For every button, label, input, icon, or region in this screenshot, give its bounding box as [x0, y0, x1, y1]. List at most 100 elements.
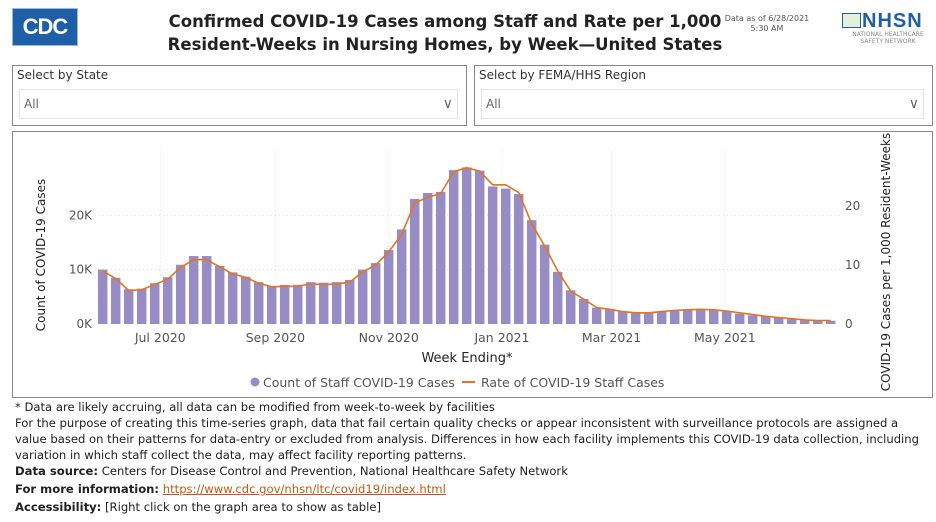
- bar[interactable]: [578, 298, 589, 324]
- bar[interactable]: [396, 229, 407, 324]
- footnote-accruing: * Data are likely accruing, all data can…: [15, 400, 495, 414]
- bar[interactable]: [383, 250, 394, 324]
- data-source-text: Centers for Disease Control and Preventi…: [98, 464, 568, 478]
- bar[interactable]: [799, 320, 810, 324]
- bar[interactable]: [188, 256, 199, 324]
- bar[interactable]: [487, 186, 498, 324]
- bar[interactable]: [305, 282, 316, 324]
- bar[interactable]: [643, 312, 654, 324]
- bar[interactable]: [214, 265, 225, 324]
- y-tick-label: 0K: [76, 317, 93, 331]
- bar[interactable]: [149, 283, 160, 324]
- bar[interactable]: [721, 311, 732, 324]
- bar[interactable]: [292, 284, 303, 324]
- bar[interactable]: [435, 191, 446, 324]
- bar[interactable]: [331, 282, 342, 324]
- monitor-icon: [842, 13, 861, 28]
- bar[interactable]: [123, 289, 134, 324]
- bar[interactable]: [448, 170, 459, 324]
- title-line-2: Resident-Weeks in Nursing Homes, by Week…: [167, 35, 723, 54]
- bar[interactable]: [656, 311, 667, 324]
- x-axis-title: Week Ending*: [421, 351, 513, 366]
- bar[interactable]: [318, 282, 329, 324]
- bar[interactable]: [565, 290, 576, 324]
- bar[interactable]: [630, 313, 641, 324]
- bar[interactable]: [370, 263, 381, 324]
- bar[interactable]: [604, 309, 615, 324]
- bar[interactable]: [357, 269, 368, 324]
- bar[interactable]: [175, 264, 186, 324]
- bar[interactable]: [110, 277, 121, 324]
- bar[interactable]: [162, 277, 173, 324]
- bar[interactable]: [227, 272, 238, 324]
- y2-tick-label: 20: [845, 199, 860, 213]
- bar[interactable]: [773, 317, 784, 324]
- bar[interactable]: [500, 188, 511, 324]
- state-filter-label: Select by State: [17, 68, 109, 82]
- data-source: Data source: Centers for Disease Control…: [15, 463, 925, 479]
- more-info-link[interactable]: https://www.cdc.gov/nhsn/ltc/covid19/ind…: [162, 482, 446, 496]
- bar[interactable]: [240, 276, 251, 324]
- x-tick-label: Mar 2021: [582, 330, 641, 345]
- bar[interactable]: [760, 316, 771, 324]
- rate-line: [102, 166, 831, 322]
- y2-tick-label: 0: [845, 317, 853, 331]
- bar[interactable]: [461, 167, 472, 324]
- bar[interactable]: [825, 320, 836, 324]
- nhsn-subtitle-1: NATIONAL HEALTHCARE: [852, 31, 924, 38]
- legend-bar-label[interactable]: Count of Staff COVID-19 Cases: [263, 375, 455, 390]
- bar[interactable]: [812, 320, 823, 324]
- chevron-down-icon[interactable]: ∨: [908, 96, 919, 112]
- title-line-1: Confirmed COVID-19 Cases among Staff and…: [168, 12, 722, 31]
- bar[interactable]: [409, 198, 420, 324]
- bar[interactable]: [253, 282, 264, 324]
- bar[interactable]: [344, 279, 355, 324]
- state-filter: Select by State All ∨: [12, 65, 467, 126]
- bar[interactable]: [97, 269, 108, 324]
- bar[interactable]: [708, 310, 719, 324]
- chart-container[interactable]: [12, 131, 933, 398]
- bar[interactable]: [474, 170, 485, 324]
- state-dropdown[interactable]: All ∨: [19, 89, 458, 119]
- bar[interactable]: [422, 192, 433, 324]
- y-tick-label: 10K: [69, 263, 93, 277]
- y2-tick-label: 10: [845, 258, 860, 272]
- y-tick-label: 20K: [69, 208, 93, 222]
- legend-line-label[interactable]: Rate of COVID-19 Staff Cases: [481, 375, 664, 390]
- bar[interactable]: [539, 244, 550, 324]
- data-as-of: Data as of 6/28/2021 5:30 AM: [722, 14, 812, 34]
- bar[interactable]: [682, 309, 693, 324]
- x-tick-label: May 2021: [694, 330, 756, 345]
- bar[interactable]: [669, 310, 680, 324]
- bar[interactable]: [136, 288, 147, 324]
- bar[interactable]: [617, 311, 628, 324]
- bar[interactable]: [786, 319, 797, 324]
- bar[interactable]: [513, 194, 524, 324]
- bar[interactable]: [526, 220, 537, 324]
- bar[interactable]: [747, 315, 758, 324]
- nhsn-subtitle-2: SAFETY NETWORK: [860, 38, 916, 45]
- legend: Count of Staff COVID-19 Cases Rate of CO…: [250, 375, 664, 390]
- combo-chart[interactable]: 0K 10K 20K 0 10 20 Jul 2020 Sep 2020 Nov 2020 Jan…: [0, 0, 936, 400]
- y-axis-title: Count of COVID-19 Cases: [34, 179, 48, 331]
- legend-bar-marker: [250, 377, 260, 387]
- data-source-label: Data source:: [15, 464, 99, 478]
- bar[interactable]: [552, 271, 563, 324]
- bar[interactable]: [279, 284, 290, 324]
- x-tick-label: Nov 2020: [359, 330, 419, 345]
- nhsn-logo: NHSN NATIONAL HEALTHCARE SAFETY NETWORK: [842, 11, 934, 45]
- data-as-of-time: 5:30 AM: [750, 24, 784, 33]
- bar[interactable]: [734, 313, 745, 324]
- bar[interactable]: [695, 309, 706, 324]
- more-info-label: For more information:: [15, 482, 160, 496]
- bar[interactable]: [201, 256, 212, 324]
- region-dropdown[interactable]: All ∨: [481, 89, 924, 119]
- chevron-down-icon[interactable]: ∨: [442, 96, 453, 112]
- x-tick-label: Sep 2020: [246, 330, 305, 345]
- bar[interactable]: [591, 307, 602, 324]
- state-dropdown-value: All: [24, 97, 39, 111]
- region-dropdown-value: All: [486, 97, 501, 111]
- more-info: For more information: https://www.cdc.go…: [15, 481, 925, 497]
- y2-axis-title: COVID-19 Cases per 1,000 Resident-Weeks: [879, 133, 893, 391]
- bar[interactable]: [266, 286, 277, 324]
